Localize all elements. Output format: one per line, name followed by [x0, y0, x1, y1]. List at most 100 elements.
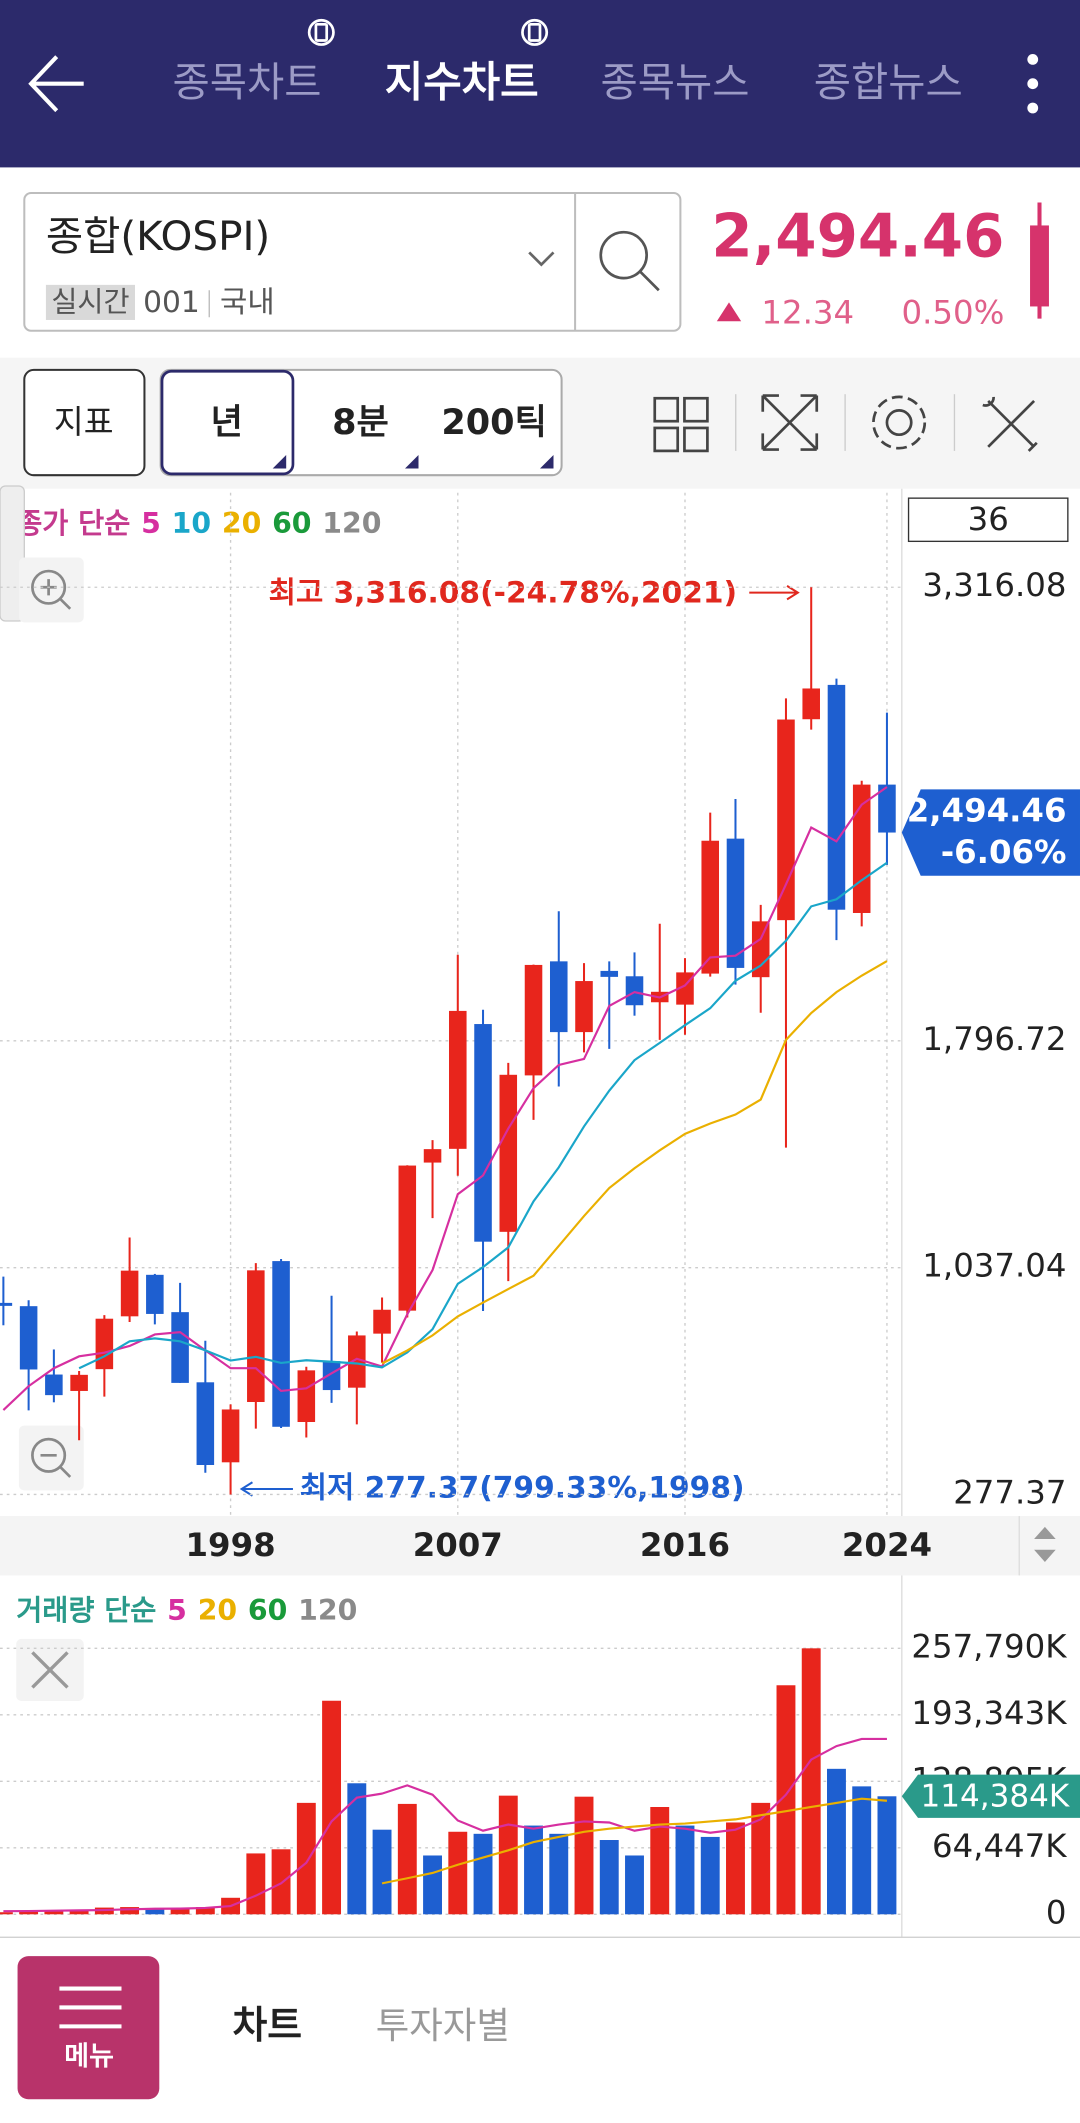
- menu-icon: [59, 1986, 122, 2029]
- up-arrow: [716, 302, 742, 322]
- menu-label[interactable]: 메뉴: [64, 2041, 114, 2072]
- candle-body: [878, 784, 896, 833]
- volume-bar: [246, 1853, 266, 1915]
- period-selected[interactable]: [160, 369, 295, 476]
- period[interactable]: 년: [211, 402, 243, 443]
- candle-body: [0, 1302, 13, 1306]
- annotation-arrow: [239, 1481, 293, 1497]
- legend-item: 120: [322, 507, 381, 540]
- period[interactable]: 8분: [332, 402, 389, 443]
- candle-body: [423, 1149, 442, 1163]
- plot: 277.37 1,037.04 1,796.72 3,316.08 1998 2007 20…: [0, 492, 1080, 1931]
- x-tick-label: 1998: [186, 1526, 276, 1564]
- volume-bar: [751, 1802, 771, 1915]
- candle-body: [45, 1374, 63, 1396]
- dropdown[interactable]: [528, 251, 555, 267]
- volume-bar: [524, 1825, 543, 1915]
- ma-line: [3, 1737, 887, 1913]
- volume-bar: [372, 1829, 392, 1915]
- zoom-out[interactable]: [18, 1425, 84, 1491]
- volume-tag: [901, 1774, 1080, 1818]
- candle-body: [549, 961, 568, 1033]
- period-count: 36: [968, 500, 1009, 538]
- ma-line: [2, 786, 888, 1411]
- volume-bar: [599, 1840, 619, 1915]
- volume-bar: [574, 1796, 594, 1915]
- x-tick-label: 2016: [640, 1526, 730, 1564]
- nav-tab[interactable]: 투자자별: [376, 2004, 510, 2047]
- y-tick-label: 1,037.04: [922, 1247, 1066, 1285]
- candle-body: [19, 1306, 38, 1370]
- candle-body: [322, 1361, 341, 1391]
- y-tick-label: 277.37: [953, 1473, 1066, 1511]
- candle-body: [802, 688, 820, 720]
- candle-body: [171, 1312, 189, 1383]
- volume-bar: [296, 1802, 316, 1915]
- candle-body: [398, 1165, 417, 1311]
- volume-bar: [877, 1796, 897, 1915]
- annotation-low: 최저 277.37(799.33%,1998): [300, 1471, 745, 1506]
- volume-bar: [852, 1786, 872, 1915]
- candle-body: [827, 684, 846, 910]
- scroll-arrows[interactable]: [1034, 1526, 1056, 1562]
- legend-item: 10: [172, 507, 211, 540]
- volume-bar: [549, 1833, 569, 1915]
- volume-bar: [423, 1855, 442, 1915]
- candle-body: [701, 840, 720, 974]
- candle-body: [726, 838, 745, 968]
- candle-body: [95, 1318, 114, 1370]
- zoom-in[interactable]: [18, 557, 84, 623]
- candle-body: [297, 1370, 316, 1423]
- y-tick-label: 64,447K: [932, 1827, 1067, 1865]
- volume-bar: [170, 1909, 190, 1915]
- indicator[interactable]: 지표: [54, 403, 114, 441]
- y-tick-label: 0: [1046, 1893, 1067, 1931]
- symbol-box[interactable]: [23, 192, 682, 332]
- y-tick-label: 3,316.08: [922, 566, 1066, 604]
- volume-bar: [776, 1685, 796, 1915]
- back-button[interactable]: [28, 55, 84, 113]
- tab[interactable]: 종합뉴스: [814, 58, 963, 106]
- count-box: [907, 497, 1069, 543]
- x-tick-label: 2007: [413, 1526, 503, 1564]
- nav-tab-active[interactable]: 차트: [233, 2003, 303, 2047]
- volume-bar: [322, 1700, 342, 1915]
- tab[interactable]: 종목뉴스: [601, 58, 750, 106]
- period[interactable]: 200틱: [441, 402, 547, 443]
- price-tag: [901, 789, 1080, 876]
- volume-bar: [473, 1833, 493, 1915]
- volume-bar: [69, 1909, 89, 1915]
- ma-line: [78, 861, 888, 1370]
- side-handle[interactable]: [0, 485, 25, 622]
- volume-bar: [726, 1822, 745, 1915]
- change-pct: 0.50%: [902, 294, 1005, 332]
- search-button[interactable]: [599, 230, 660, 292]
- annotation-arrow: [749, 585, 800, 601]
- indicator-button[interactable]: [23, 368, 146, 477]
- legend-title: 거래량 단순: [16, 1594, 156, 1627]
- mini-candle: [1030, 225, 1049, 307]
- tab[interactable]: 종목차트: [173, 58, 322, 106]
- candle-body: [70, 1374, 88, 1391]
- volume-bar: [120, 1907, 140, 1915]
- candle-body: [247, 1270, 265, 1403]
- legend-item: 5: [141, 507, 161, 540]
- volume-bar: [675, 1825, 695, 1915]
- candle-body: [449, 1010, 467, 1149]
- volume-bar: [700, 1836, 720, 1915]
- more-button[interactable]: [1027, 53, 1039, 114]
- market: 국내: [220, 285, 275, 320]
- candle-body: [625, 976, 644, 1006]
- volume-bar: [650, 1806, 670, 1915]
- legend-title: 종가 단순: [16, 507, 130, 540]
- legend-item: 5: [167, 1594, 187, 1627]
- candle-body: [600, 970, 619, 977]
- tool-icons[interactable]: [653, 394, 1038, 453]
- close-volume[interactable]: [16, 1638, 84, 1701]
- candle-body: [852, 784, 871, 913]
- tab-active[interactable]: 지수차트: [385, 58, 539, 107]
- volume-bar: [195, 1907, 215, 1915]
- corner-marks: [272, 454, 554, 469]
